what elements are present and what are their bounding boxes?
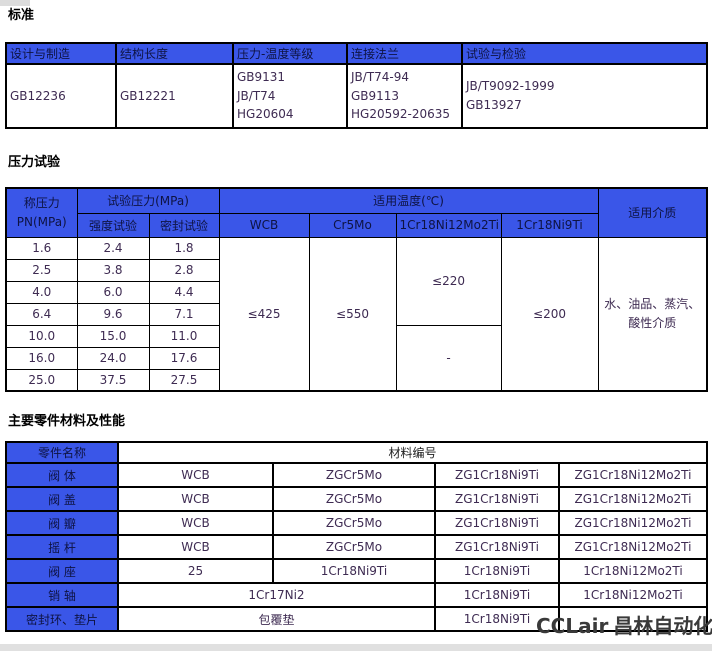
table-cell-material: ZG1Cr18Ni9Ti: [434, 486, 560, 512]
table-cell-pn: 6.4: [5, 302, 78, 326]
table-cell-strength: 3.8: [76, 258, 150, 282]
scan-artifact-bottom-strip: [0, 644, 712, 651]
section-title-pressure-test: 压力试验: [8, 155, 61, 170]
table-cell-seal: 4.4: [148, 280, 220, 304]
table-cell-temp-wcb: ≤425: [218, 236, 310, 392]
column-header-test-inspect: 试验与检验: [461, 42, 708, 65]
column-header-strength-test: 强度试验: [76, 212, 150, 238]
table-cell-material: ZG1Cr18Ni12Mo2Ti: [557, 486, 709, 512]
table-cell-temp-mo2ti-upper: ≤220: [395, 236, 502, 326]
column-header-length: 结构长度: [115, 42, 234, 65]
table-cell-material: WCB: [117, 510, 274, 536]
column-header-cr5mo: Cr5Mo: [308, 212, 397, 238]
table-cell-strength: 9.6: [76, 302, 150, 326]
table-cell-material-span: 包覆垫: [117, 606, 436, 632]
table-cell-material: WCB: [117, 462, 274, 488]
table-cell-seal: 17.6: [148, 346, 220, 370]
table-cell-material: ZG1Cr18Ni12Mo2Ti: [557, 534, 709, 560]
table-cell-material: ZG1Cr18Ni9Ti: [434, 534, 560, 560]
table-cell-temp-ni9ti: ≤200: [500, 236, 599, 392]
column-header-wcb: WCB: [218, 212, 310, 238]
column-header-part-name: 零件名称: [5, 441, 119, 464]
column-header-flange: 连接法兰: [346, 42, 463, 65]
table-cell-test-inspect-std: JB/T9092-1999 GB13927: [461, 63, 708, 129]
column-header-seal-test: 密封试验: [148, 212, 220, 238]
column-header-pressure-temp: 压力-温度等级: [232, 42, 348, 65]
table-cell-pn: 25.0: [5, 368, 78, 392]
table-cell-strength: 2.4: [76, 236, 150, 260]
table-cell-material: 1Cr18Ni12Mo2Ti: [557, 582, 709, 608]
table-cell-material: ZG1Cr18Ni12Mo2Ti: [557, 510, 709, 536]
table-cell-seal: 11.0: [148, 324, 220, 348]
table-cell-temp-cr5mo: ≤550: [308, 236, 397, 392]
row-header-disc: 阀 瓣: [5, 510, 119, 536]
watermark-cjk: 昌林自动化: [613, 614, 712, 638]
table-cell-material: ZGCr5Mo: [272, 534, 436, 560]
table-cell-material: ZGCr5Mo: [272, 462, 436, 488]
table-cell-pn: 16.0: [5, 346, 78, 370]
column-header-material-number: 材料编号: [116, 441, 709, 464]
table-cell-pn: 10.0: [5, 324, 78, 348]
table-cell-flange-std: JB/T74-94 GB9113 HG20592-20635: [346, 63, 463, 129]
table-cell-material: WCB: [117, 486, 274, 512]
column-header-nominal-pressure: 称压力 PN(MPa): [5, 187, 78, 238]
table-cell-material: 1Cr18Ni9Ti: [434, 558, 560, 584]
column-header-applicable-temperature: 适用温度(℃): [218, 187, 599, 214]
column-header-test-pressure: 试验压力(MPa): [76, 187, 220, 214]
section-title-standards: 标准: [8, 8, 35, 23]
column-header-1cr18ni12mo2ti: 1Cr18Ni12Mo2Ti: [395, 212, 502, 238]
table-cell-material: 1Cr18Ni9Ti: [434, 582, 560, 608]
table-cell-temp-mo2ti-lower: -: [395, 324, 502, 392]
table-cell-length-std: GB12221: [115, 63, 234, 129]
table-cell-pn: 4.0: [5, 280, 78, 304]
table-cell-medium: 水、油品、蒸汽、酸性介质: [597, 236, 708, 392]
table-cell-seal: 27.5: [148, 368, 220, 392]
table-cell-strength: 15.0: [76, 324, 150, 348]
table-cell-seal: 7.1: [148, 302, 220, 326]
row-header-valve-body: 阀 体: [5, 462, 119, 488]
watermark: CCLair 昌林自动化: [536, 610, 712, 639]
standards-table: 设计与制造 结构长度 压力-温度等级 连接法兰 试验与检验 GB12236 GB…: [5, 42, 708, 129]
table-cell-material: WCB: [117, 534, 274, 560]
table-cell-strength: 37.5: [76, 368, 150, 392]
row-header-seal-ring-gasket: 密封环、垫片: [5, 606, 119, 632]
table-cell-material: ZG1Cr18Ni12Mo2Ti: [557, 462, 709, 488]
column-header-applicable-medium: 适用介质: [597, 187, 708, 238]
pressure-test-table: 称压力 PN(MPa) 试验压力(MPa) 适用温度(℃) 适用介质 强度试验 …: [5, 187, 709, 392]
table-cell-material: ZG1Cr18Ni9Ti: [434, 462, 560, 488]
row-header-bonnet: 阀 盖: [5, 486, 119, 512]
table-cell-material: 1Cr18Ni9Ti: [434, 606, 560, 632]
table-cell-seal: 1.8: [148, 236, 220, 260]
table-cell-strength: 6.0: [76, 280, 150, 304]
table-cell-material: ZGCr5Mo: [272, 510, 436, 536]
table-cell-pn: 1.6: [5, 236, 78, 260]
table-cell-seal: 2.8: [148, 258, 220, 282]
row-header-rocker-arm: 摇 杆: [5, 534, 119, 560]
table-cell-material: ZGCr5Mo: [272, 486, 436, 512]
column-header-design: 设计与制造: [5, 42, 117, 65]
watermark-latin: CCLair: [536, 614, 609, 638]
table-cell-material-covered: [557, 606, 709, 632]
row-header-pin-shaft: 销 轴: [5, 582, 119, 608]
table-cell-strength: 24.0: [76, 346, 150, 370]
column-header-1cr18ni9ti: 1Cr18Ni9Ti: [500, 212, 599, 238]
table-cell-material: ZG1Cr18Ni9Ti: [434, 510, 560, 536]
table-cell-material: 1Cr18Ni9Ti: [272, 558, 436, 584]
table-cell-material: 1Cr18Ni12Mo2Ti: [557, 558, 709, 584]
table-cell-pn: 2.5: [5, 258, 78, 282]
scan-artifact-top-left: [0, 0, 30, 6]
table-cell-pressure-temp-std: GB9131 JB/T74 HG20604: [232, 63, 348, 129]
table-cell-design-std: GB12236: [5, 63, 117, 129]
section-title-materials: 主要零件材料及性能: [8, 414, 126, 429]
table-cell-material-span: 1Cr17Ni2: [117, 582, 436, 608]
table-cell-material: 25: [117, 558, 274, 584]
materials-table: 零件名称 材料编号 阀 体 WCB ZGCr5Mo ZG1Cr18Ni9Ti Z…: [5, 441, 709, 632]
row-header-seat: 阀 座: [5, 558, 119, 584]
